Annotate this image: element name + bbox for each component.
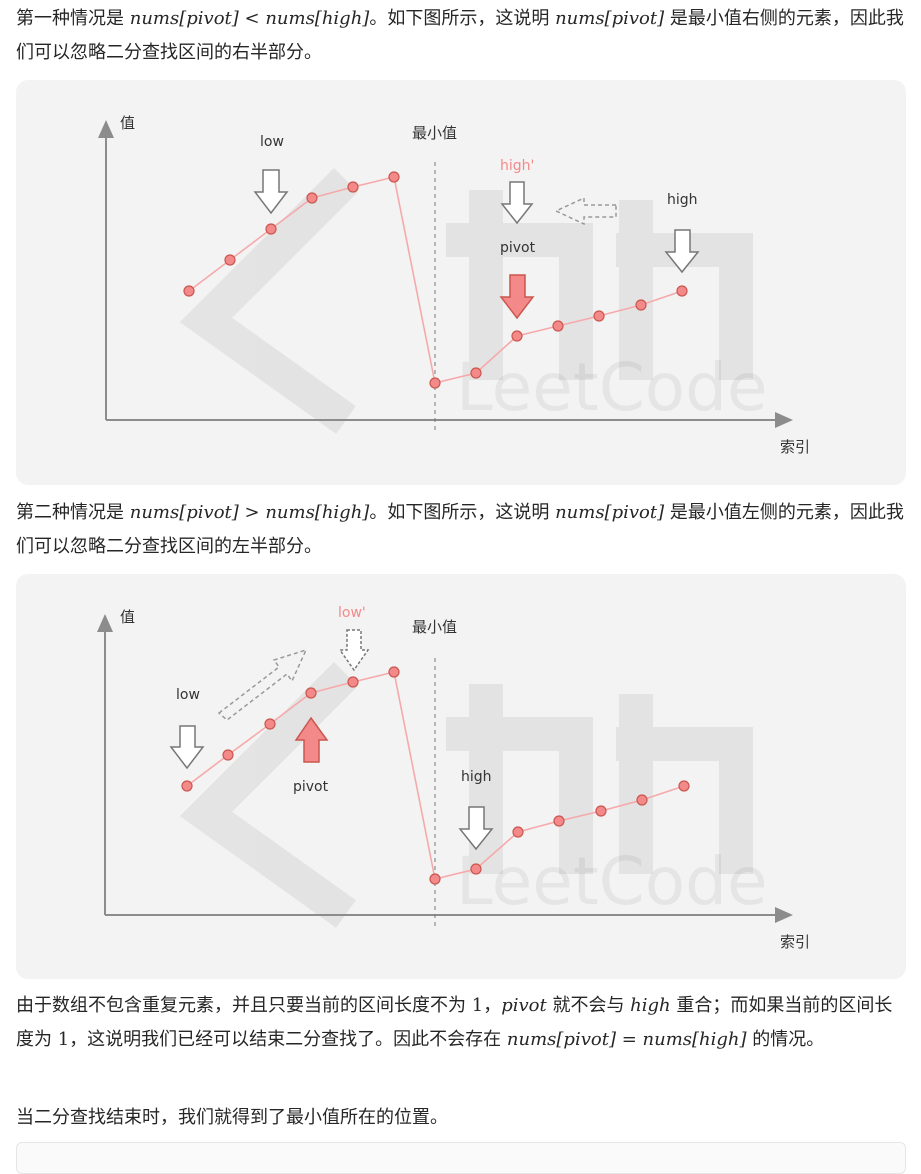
math-inline: nums[pivot] (555, 502, 665, 523)
data-point (305, 687, 317, 699)
math-inline: nums[pivot] < nums[high] (129, 8, 370, 29)
low-arrow-icon (169, 725, 205, 770)
data-point (347, 676, 359, 688)
data-point (512, 826, 524, 838)
data-point (429, 873, 441, 885)
data-point (306, 192, 318, 204)
data-point (511, 330, 523, 342)
min-label: 最小值 (412, 124, 457, 142)
watermark-text: LeetCode (456, 349, 768, 426)
data-point (264, 718, 276, 730)
data-point (265, 223, 277, 235)
data-point (222, 749, 234, 761)
data-point (224, 254, 236, 266)
paragraph-case-2: 第二种情况是 nums[pivot] > nums[high]。如下图所示，这说… (16, 502, 904, 557)
data-points (183, 171, 688, 389)
math-inline: nums[pivot] = nums[high] (506, 1029, 747, 1050)
low-prime-label: low' (338, 605, 366, 621)
data-point (388, 171, 400, 183)
low-prime-arrow-icon (338, 629, 370, 672)
figure-2-diagram: LeetCode 值 索引 最小值 low low' (97, 605, 810, 951)
high-arrow-icon (664, 229, 700, 274)
data-point (593, 310, 605, 322)
data-point (636, 794, 648, 806)
low-arrow-icon (253, 169, 289, 215)
x-axis-label: 索引 (780, 438, 810, 456)
data-point (635, 299, 647, 311)
data-point (552, 320, 564, 332)
data-points (181, 666, 690, 885)
math-inline: nums[pivot] (555, 8, 665, 29)
high-arrow-icon (458, 806, 494, 851)
math-inline: pivot (501, 995, 547, 1016)
pivot-arrow-icon (499, 274, 535, 320)
figure-case-1: LeetCode 值 索引 最小值 low hi (16, 80, 906, 485)
watermark-logo (179, 661, 753, 928)
figure-case-2: LeetCode 值 索引 最小值 low low' (16, 574, 906, 979)
pivot-label: pivot (293, 779, 329, 795)
math-inline: nums[pivot] > nums[high] (129, 502, 370, 523)
move-right-arrow-icon (217, 648, 308, 721)
math-inline: high (630, 995, 671, 1016)
min-label: 最小值 (412, 618, 457, 636)
data-point (470, 863, 482, 875)
data-point (595, 805, 607, 817)
high-prime-arrow-icon (500, 181, 534, 225)
code-block (16, 1142, 906, 1174)
math-inline: 1 (57, 1029, 70, 1050)
paragraph-conclusion: 当二分查找结束时，我们就得到了最小值所在的位置。 (16, 1107, 448, 1128)
data-point (183, 285, 195, 297)
data-point (470, 367, 482, 379)
low-label: low (176, 687, 200, 703)
data-point (553, 815, 565, 827)
data-point (678, 780, 690, 792)
y-axis-label: 值 (120, 608, 135, 626)
data-point (676, 285, 688, 297)
watermark-logo (179, 167, 753, 434)
paragraph-explanation: 由于数组不包含重复元素，并且只要当前的区间长度不为 1，pivot 就不会与 h… (16, 995, 893, 1050)
paragraph-case-1: 第一种情况是 nums[pivot] < nums[high]。如下图所示，这说… (16, 8, 904, 63)
data-point (181, 780, 193, 792)
low-label: low (260, 134, 284, 150)
watermark-text: LeetCode (456, 843, 768, 920)
data-point (388, 666, 400, 678)
math-inline: 1 (471, 995, 484, 1016)
high-prime-label: high' (500, 158, 534, 174)
high-label: high (461, 769, 492, 785)
y-axis-label: 值 (120, 114, 135, 132)
move-left-arrow-icon (554, 196, 617, 226)
figure-1-diagram: LeetCode 值 索引 最小值 low hi (98, 114, 810, 456)
pivot-label: pivot (500, 240, 536, 256)
high-label: high (667, 192, 698, 208)
data-point (347, 181, 359, 193)
data-point (429, 377, 441, 389)
x-axis-label: 索引 (780, 933, 810, 951)
pivot-arrow-icon (294, 716, 329, 763)
